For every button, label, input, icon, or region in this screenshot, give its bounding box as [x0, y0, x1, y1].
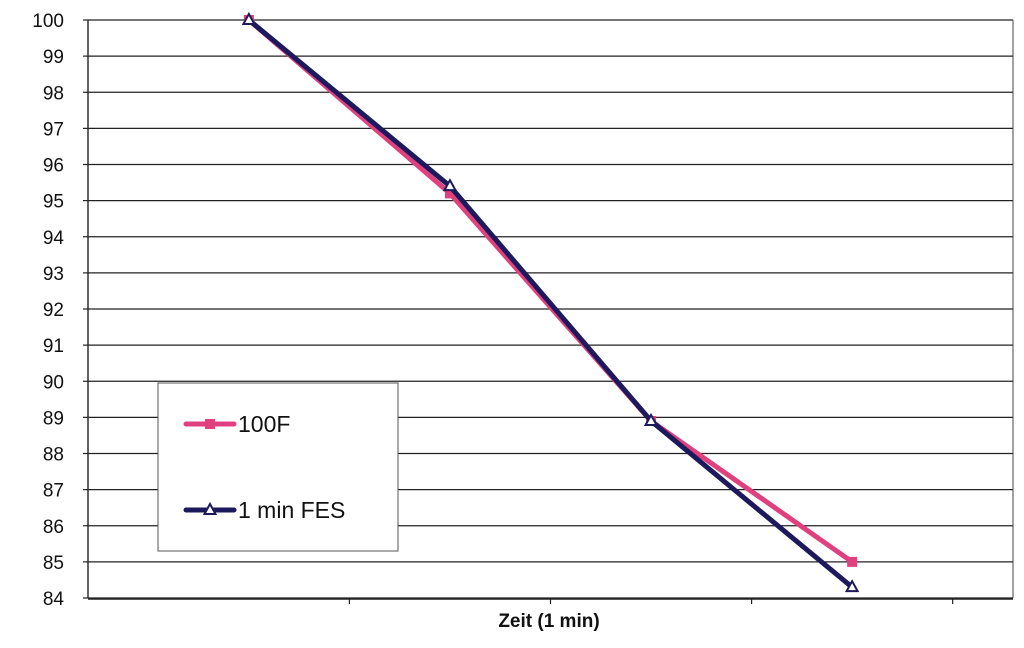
data-point: [202, 501, 218, 515]
y-axis-ticks: 100 99 98 97 96 95 94 93 92 91 90 89 88 87 86 85 84: [32, 11, 88, 610]
y-tick-label: 92: [43, 300, 64, 321]
data-point: [442, 178, 458, 192]
series-lines: [241, 11, 860, 593]
data-point: [844, 579, 860, 593]
data-point: [643, 412, 659, 426]
legend-label: 100F: [238, 411, 290, 437]
y-tick-label: 91: [43, 336, 64, 357]
legend-item: 1 min FES: [183, 497, 345, 523]
data-point: [847, 556, 858, 567]
y-tick-label: 100: [32, 11, 64, 32]
y-tick-label: 84: [43, 589, 65, 610]
y-tick-label: 97: [43, 119, 64, 140]
y-tick-label: 99: [43, 47, 64, 68]
y-tick-label: 95: [43, 192, 64, 213]
data-point: [444, 188, 455, 199]
y-tick-label: 87: [43, 481, 64, 502]
data-point: [205, 419, 215, 429]
series-1-min-fes: [241, 11, 860, 593]
series-line: [246, 17, 855, 590]
y-tick-label: 90: [43, 372, 64, 393]
y-tick-label: 94: [43, 228, 65, 249]
x-axis-title: Zeit (1 min): [498, 611, 599, 632]
legend-label: 1 min FES: [238, 497, 345, 523]
y-tick-label: 88: [43, 445, 64, 466]
legend: 100F 1 min FES: [157, 382, 399, 552]
y-tick-label: 93: [43, 264, 64, 285]
x-axis-ticks: [348, 599, 954, 604]
y-tick-label: 86: [43, 517, 64, 538]
legend-box: [157, 382, 399, 552]
y-tick-label: 98: [43, 83, 64, 104]
y-tick-label: 96: [43, 156, 64, 177]
legend-item: 100F: [183, 411, 290, 437]
data-point: [241, 11, 257, 25]
y-tick-label: 89: [43, 408, 64, 429]
y-tick-label: 85: [43, 553, 64, 574]
